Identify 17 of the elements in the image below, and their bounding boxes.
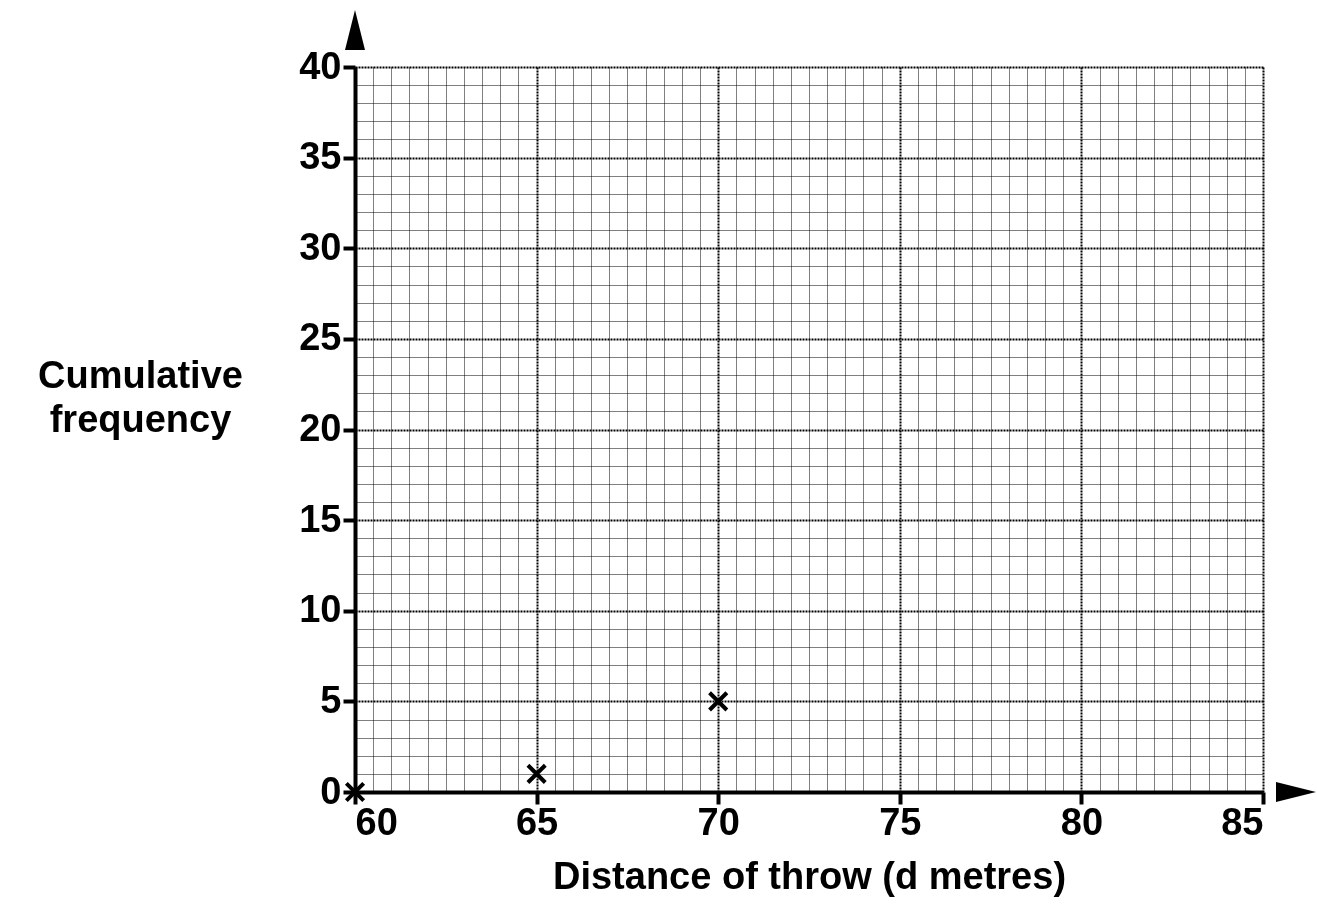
y-tick-label: 40 xyxy=(299,44,342,87)
y-tick-label: 25 xyxy=(299,316,342,359)
y-tick-label: 10 xyxy=(299,588,342,631)
x-tick-label: 80 xyxy=(1060,800,1104,843)
y-tick-label: 35 xyxy=(299,135,342,178)
y-tick-label: 5 xyxy=(320,678,342,721)
y-tick-label: 0 xyxy=(320,769,342,812)
y-tick-label: 20 xyxy=(299,407,342,449)
x-tick-label: 60 xyxy=(355,800,398,843)
x-tick-label: 85 xyxy=(1221,800,1264,843)
y-tick-label: 15 xyxy=(299,497,342,540)
x-tick-label: 75 xyxy=(879,800,922,843)
x-axis-title: Distance of throw (d metres) xyxy=(552,854,1067,897)
x-tick-label: 65 xyxy=(515,800,559,843)
y-tick-label: 30 xyxy=(299,225,342,268)
x-tick-label: 70 xyxy=(697,800,740,843)
y-axis-title: Cumulative frequency xyxy=(38,353,243,440)
